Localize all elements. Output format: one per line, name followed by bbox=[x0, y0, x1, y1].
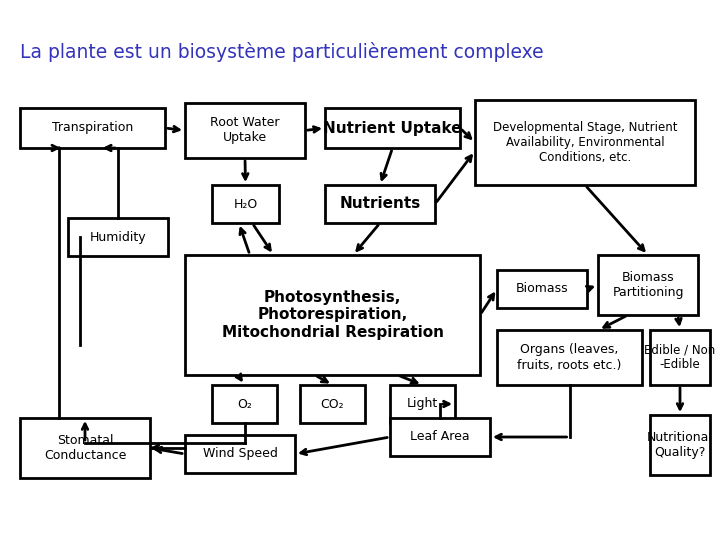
Text: Nutrient Uptake: Nutrient Uptake bbox=[323, 120, 462, 136]
Text: CO₂: CO₂ bbox=[320, 397, 344, 410]
Bar bbox=[212, 385, 277, 423]
Bar bbox=[497, 330, 642, 385]
Bar bbox=[650, 330, 710, 385]
Bar bbox=[325, 185, 435, 223]
Text: Biomass
Partitioning: Biomass Partitioning bbox=[612, 271, 684, 299]
Bar bbox=[20, 418, 150, 478]
Text: Humidity: Humidity bbox=[90, 231, 146, 244]
Text: Wind Speed: Wind Speed bbox=[202, 448, 277, 461]
Text: Nutritional
Quality?: Nutritional Quality? bbox=[647, 431, 713, 459]
Text: Photosynthesis,
Photorespiration,
Mitochondrial Respiration: Photosynthesis, Photorespiration, Mitoch… bbox=[222, 290, 444, 340]
Bar bbox=[390, 418, 490, 456]
Text: O₂: O₂ bbox=[237, 397, 252, 410]
Bar bbox=[390, 385, 455, 423]
Bar bbox=[20, 108, 165, 148]
Text: Root Water
Uptake: Root Water Uptake bbox=[210, 117, 280, 145]
Text: Biomass: Biomass bbox=[516, 282, 568, 295]
Bar bbox=[185, 435, 295, 473]
Bar bbox=[185, 255, 480, 375]
Text: Light: Light bbox=[407, 397, 438, 410]
Text: La plante est un biosystème particulièrement complexe: La plante est un biosystème particulière… bbox=[20, 42, 544, 62]
Text: Transpiration: Transpiration bbox=[52, 122, 133, 134]
Bar bbox=[185, 103, 305, 158]
Bar bbox=[650, 415, 710, 475]
Bar bbox=[475, 100, 695, 185]
Bar bbox=[325, 108, 460, 148]
Text: Nutrients: Nutrients bbox=[339, 197, 420, 212]
Bar bbox=[68, 218, 168, 256]
Text: Edible / Non
-Edible: Edible / Non -Edible bbox=[644, 343, 716, 372]
Bar bbox=[300, 385, 365, 423]
Text: H₂O: H₂O bbox=[233, 198, 258, 211]
Bar bbox=[598, 255, 698, 315]
Text: Leaf Area: Leaf Area bbox=[410, 430, 470, 443]
Text: Stomatal
Conductance: Stomatal Conductance bbox=[44, 434, 126, 462]
Text: Organs (leaves,
fruits, roots etc.): Organs (leaves, fruits, roots etc.) bbox=[517, 343, 621, 372]
Bar bbox=[212, 185, 279, 223]
Bar bbox=[497, 270, 587, 308]
Text: Developmental Stage, Nutrient
Availability, Environmental
Conditions, etc.: Developmental Stage, Nutrient Availabili… bbox=[492, 121, 678, 164]
